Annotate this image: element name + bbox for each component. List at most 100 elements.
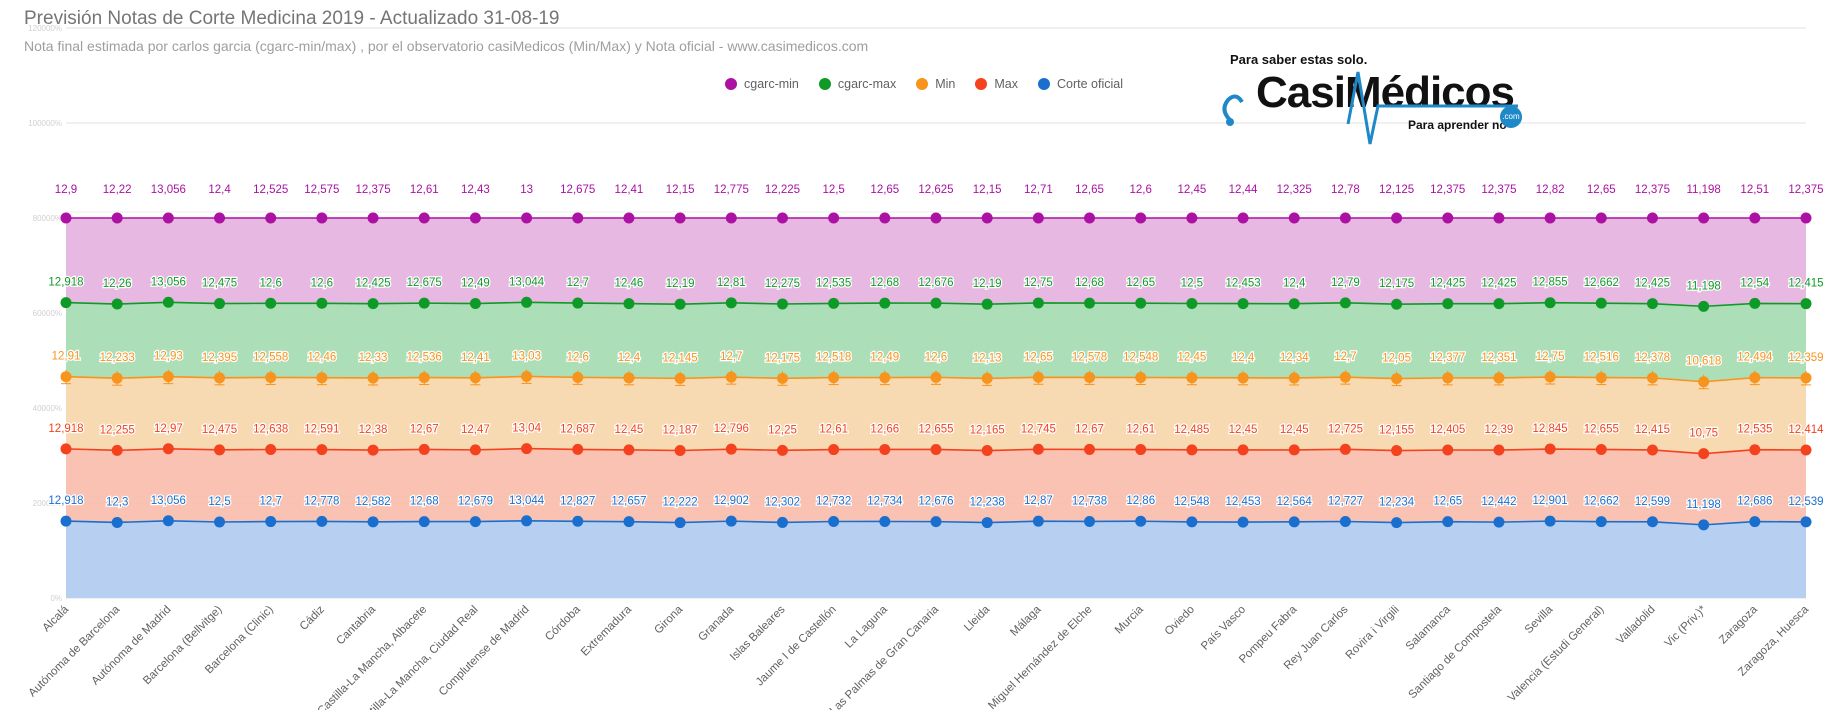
- data-point-corte-oficial: [572, 515, 584, 527]
- data-point-max: [1544, 443, 1556, 455]
- x-tick-label: Miguel Hernández de Elche: [986, 604, 1094, 710]
- legend-marker: [916, 78, 929, 90]
- data-point-corte-oficial: [1288, 516, 1300, 528]
- x-tick-label: Vic (Priv.)*: [1663, 603, 1710, 650]
- data-label-min: 12,75: [1536, 351, 1565, 363]
- data-label-cgarc-max: 12,54: [1740, 277, 1769, 289]
- data-label-cgarc-min: 12,43: [461, 184, 490, 196]
- data-point-max: [930, 443, 942, 455]
- data-point-min: [111, 372, 123, 384]
- data-point-min: [981, 372, 993, 384]
- data-label-cgarc-min: 12,675: [560, 184, 595, 196]
- data-point-cgarc-min: [623, 212, 635, 224]
- data-label-corte-oficial: 12,827: [560, 495, 595, 507]
- data-label-cgarc-max: 12,68: [1075, 277, 1104, 289]
- stethoscope-pulse-icon: [1222, 71, 1518, 145]
- data-label-max: 12,655: [1584, 423, 1619, 435]
- data-point-cgarc-min: [1493, 212, 1505, 224]
- data-label-max: 12,61: [1126, 424, 1155, 436]
- legend-item-corte-oficial: Corte oficial: [1038, 77, 1123, 91]
- data-label-corte-oficial: 12,539: [1788, 496, 1823, 508]
- data-label-corte-oficial: 13,044: [509, 495, 545, 507]
- data-point-cgarc-max: [521, 296, 533, 308]
- data-label-cgarc-min: 12,525: [253, 184, 288, 196]
- data-label-corte-oficial: 12,222: [663, 497, 698, 509]
- data-point-cgarc-min: [1749, 212, 1761, 224]
- data-point-max: [1646, 444, 1658, 456]
- data-point-max: [1698, 448, 1710, 460]
- data-label-cgarc-min: 12,375: [1430, 184, 1465, 196]
- data-point-corte-oficial: [828, 515, 840, 527]
- data-label-cgarc-max: 12,535: [816, 277, 851, 289]
- data-label-min: 12,65: [1024, 351, 1053, 363]
- data-point-cgarc-max: [1595, 297, 1607, 309]
- data-point-corte-oficial: [521, 515, 533, 527]
- data-point-min: [930, 371, 942, 383]
- data-label-cgarc-min: 12,71: [1024, 184, 1053, 196]
- x-tick-label: Rovira i Virgili: [1344, 604, 1402, 662]
- data-label-cgarc-min: 12,82: [1536, 184, 1565, 196]
- data-point-max: [1084, 443, 1096, 455]
- data-point-corte-oficial: [1749, 516, 1761, 528]
- data-label-max: 12,485: [1174, 424, 1209, 436]
- data-point-cgarc-min: [776, 212, 788, 224]
- data-label-cgarc-max: 12,453: [1225, 278, 1260, 290]
- data-label-cgarc-min: 12,15: [973, 184, 1002, 196]
- data-point-max: [776, 444, 788, 456]
- data-label-min: 13,03: [512, 350, 541, 362]
- chart-title: Previsión Notas de Corte Medicina 2019 -…: [24, 8, 560, 29]
- data-label-cgarc-max: 12,855: [1533, 277, 1568, 289]
- data-label-cgarc-min: 13,056: [151, 184, 186, 196]
- data-point-corte-oficial: [1391, 517, 1403, 529]
- data-label-cgarc-min: 12,375: [1788, 184, 1823, 196]
- legend-label: cgarc-min: [744, 77, 799, 91]
- data-label-cgarc-min: 12,375: [1635, 184, 1670, 196]
- data-label-cgarc-min: 12,125: [1379, 184, 1414, 196]
- data-label-corte-oficial: 12,679: [458, 496, 493, 508]
- data-point-cgarc-max: [776, 298, 788, 310]
- data-point-min: [1442, 372, 1454, 384]
- data-label-corte-oficial: 12,302: [765, 496, 800, 508]
- data-point-cgarc-max: [1646, 298, 1658, 310]
- data-point-max: [1032, 443, 1044, 455]
- data-point-min: [1595, 372, 1607, 384]
- casimedicos-logo: Para saber estas solo. CasiMédicos Para …: [1218, 52, 1528, 152]
- data-label-max: 13,04: [512, 423, 541, 435]
- logo-tagline-bottom: Para aprender no: [1408, 118, 1507, 132]
- data-point-cgarc-max: [469, 298, 481, 310]
- data-label-cgarc-max: 12,19: [973, 278, 1002, 290]
- data-point-corte-oficial: [623, 516, 635, 528]
- data-point-max: [469, 444, 481, 456]
- data-point-min: [776, 372, 788, 384]
- data-label-corte-oficial: 13,056: [151, 495, 186, 507]
- data-point-cgarc-min: [1084, 212, 1096, 224]
- data-label-cgarc-max: 12,425: [1635, 278, 1670, 290]
- data-point-min: [1186, 372, 1198, 384]
- data-label-cgarc-min: 12,225: [765, 184, 800, 196]
- data-label-max: 12,414: [1788, 424, 1824, 436]
- data-label-cgarc-min: 12,575: [304, 184, 339, 196]
- x-tick-label: Complutense de Madrid: [437, 604, 532, 699]
- legend-item-max: Max: [975, 77, 1018, 91]
- data-point-max: [1493, 444, 1505, 456]
- data-point-max: [674, 444, 686, 456]
- data-point-min: [265, 371, 277, 383]
- data-label-max: 12,745: [1021, 423, 1056, 435]
- data-point-cgarc-max: [674, 298, 686, 310]
- data-point-min: [60, 371, 72, 383]
- data-point-cgarc-min: [1032, 212, 1044, 224]
- data-point-corte-oficial: [162, 515, 174, 527]
- data-label-min: 12,377: [1430, 352, 1465, 364]
- x-tick-label: Alcalá: [40, 603, 71, 634]
- data-point-cgarc-min: [1339, 212, 1351, 224]
- legend-label: Min: [935, 77, 956, 91]
- legend-marker: [725, 78, 737, 90]
- data-label-cgarc-min: 12,51: [1740, 184, 1769, 196]
- data-point-cgarc-max: [828, 297, 840, 309]
- data-label-corte-oficial: 12,676: [918, 496, 953, 508]
- data-point-corte-oficial: [776, 516, 788, 528]
- x-tick-label: Cantabria: [334, 603, 378, 647]
- data-label-cgarc-max: 12,65: [1126, 277, 1155, 289]
- data-label-max: 12,405: [1430, 424, 1465, 436]
